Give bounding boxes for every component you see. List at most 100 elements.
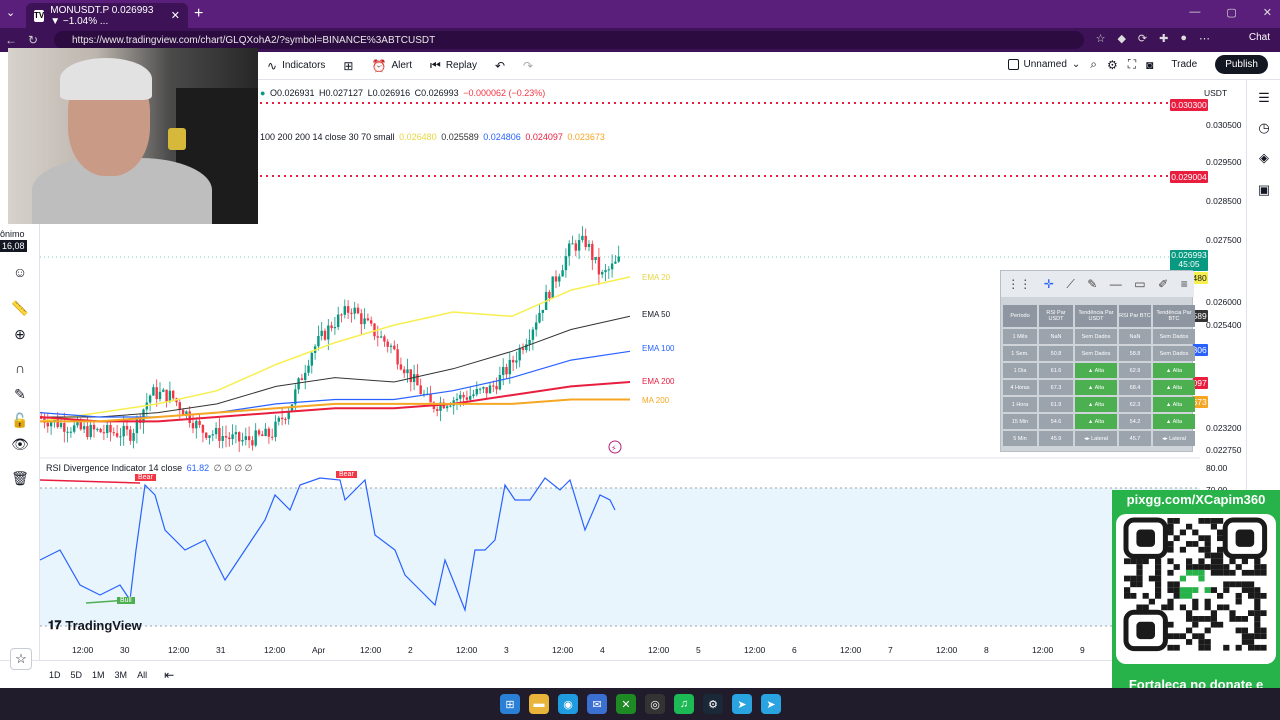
menu-icon[interactable]: ≡ [1180,277,1188,291]
overlay-text: ônimo 16,08 [0,228,27,252]
settings-gear-icon[interactable]: ⚙ [1107,57,1118,72]
magnet-icon[interactable]: ∩ [14,360,26,376]
lightning-event-icon[interactable] [608,440,622,454]
rsi-table-cell: 50.8 [1039,346,1073,361]
timeframe-5d[interactable]: 5D [70,669,83,680]
indicators-button[interactable]: ∿ Indicators [258,59,334,73]
hline-icon[interactable]: — [1109,277,1122,291]
rsi-line [40,477,616,613]
fullscreen-icon[interactable]: ⛶ [1127,57,1137,71]
refresh-icon[interactable]: ↻ [27,33,39,47]
ema-v1: 0.026480 [399,132,437,142]
candle-body [125,425,129,430]
telegram-icon[interactable]: ➤ [732,694,752,714]
browser-tab[interactable]: TV MONUSDT.P 0.026993 ▼ −1.04% ... ✕ [26,3,188,28]
camera-icon[interactable]: ◙ [1146,57,1154,72]
rsi-table-cell: 62.9 [1119,363,1151,378]
candle-body [386,341,389,347]
minimize-icon[interactable]: — [1189,6,1201,18]
candle-body [99,428,102,433]
candle-body [462,394,465,398]
search-icon[interactable]: ⌕ [1090,57,1097,71]
layout-selector[interactable]: Unnamed ⌄ [1007,59,1080,70]
favorites-star-icon[interactable]: ☆ [10,648,32,670]
candle-body [310,352,313,366]
rsi-zeros: ∅ ∅ ∅ ∅ [213,463,253,473]
replay-button[interactable]: ⏮ Replay [421,58,486,73]
puzzle-icon[interactable]: ✚ [1159,33,1169,45]
candle-body [574,243,577,251]
tab-menu-icon[interactable]: ⌄ [6,7,16,19]
timeframe-all[interactable]: All [137,669,148,680]
templates-button[interactable]: ⊞ [334,59,362,73]
timeframe-1m[interactable]: 1M [92,669,105,680]
close-tab-icon[interactable]: ✕ [170,10,180,22]
close-window-icon[interactable]: ✕ [1262,7,1272,19]
bookmark-star-icon[interactable]: ☆ [1095,33,1106,45]
candle-body [323,330,327,340]
lock-icon[interactable]: 🔓 [11,412,29,428]
new-tab-icon[interactable]: + [194,5,204,22]
watchlist-icon[interactable]: ☰ [1258,90,1270,105]
xbox-icon[interactable]: ✕ [616,694,636,714]
steam-icon[interactable]: ⚙ [703,694,723,714]
candle-body [79,421,82,430]
candle-body [271,436,274,438]
trendline-icon[interactable]: ⟋ [1066,276,1075,291]
candle-body [165,389,168,402]
date-range-icon[interactable]: ⇤ [164,667,175,682]
back-icon[interactable]: ← [5,33,17,47]
rsi-table-cell: 58.8 [1119,346,1151,361]
file-explorer-icon[interactable]: ▬ [529,694,549,714]
layers-icon[interactable]: ◈ [1259,150,1269,165]
publish-button[interactable]: Publish [1215,55,1268,74]
outlook-icon[interactable]: ✉ [587,694,607,714]
eye-icon[interactable]: 👁 [11,436,29,452]
candle-body [485,387,488,394]
candle-body [297,378,300,390]
profile-icon[interactable]: ● [1180,32,1187,44]
alert-button[interactable]: ⏰ Alert [362,59,421,73]
window-controls: — ▢ ✕ [1189,6,1272,19]
time-tick: 12:00 [1032,645,1054,655]
chat-button[interactable]: Chat [1248,32,1270,43]
timeframe-3m[interactable]: 3M [114,669,128,680]
spotify-icon[interactable]: ♫ [674,694,694,714]
rsi-table-cell: ◂▸ Lateral [1153,431,1195,446]
candle-body [541,309,544,313]
start-menu-icon[interactable]: ⊞ [500,694,520,714]
candle-body [356,307,360,314]
telegram-icon-2[interactable]: ➤ [761,694,781,714]
undo-button[interactable]: ↶ [486,59,514,73]
chat-icon[interactable]: ▣ [1257,182,1271,197]
crosshair-icon[interactable]: ✛ [1043,277,1054,291]
url-field[interactable]: https://www.tradingview.com/chart/GLQXoh… [54,31,1084,49]
pen-icon[interactable]: ✎ [1087,277,1098,291]
candle-body [284,419,287,421]
zoom-in-icon[interactable]: ⊕ [14,326,26,342]
extension-icon[interactable]: ◆ [1117,33,1126,45]
edge-browser-icon[interactable]: ◉ [558,694,578,714]
candle-body [267,428,271,437]
emoji-icon[interactable]: ☺ [12,264,28,280]
drag-handle-icon[interactable]: ⋮⋮ [1007,277,1032,291]
maximize-icon[interactable]: ▢ [1226,7,1237,19]
candle-body [610,263,614,270]
timeframe-1d[interactable]: 1D [49,669,61,680]
rectangle-icon[interactable]: ▭ [1134,277,1146,291]
alerts-clock-icon[interactable]: ◷ [1258,120,1270,135]
trade-button[interactable]: Trade [1171,59,1198,70]
currency-label[interactable]: USDT [1204,88,1228,98]
candle-body [581,235,584,241]
obs-icon[interactable]: ◎ [645,694,665,714]
more-menu-icon[interactable]: ⋯ [1199,33,1210,45]
redo-button[interactable]: ↷ [514,59,542,73]
time-tick: 12:00 [552,645,574,655]
trash-icon[interactable]: 🗑 [11,470,29,486]
candle-body [429,393,432,403]
brush-icon[interactable]: ✐ [1158,277,1169,291]
candle-body [498,374,502,390]
sync-icon[interactable]: ⟳ [1137,33,1148,45]
pencil-lock-icon[interactable]: ✎ [14,386,26,402]
ruler-icon[interactable]: 📏 [11,300,29,316]
